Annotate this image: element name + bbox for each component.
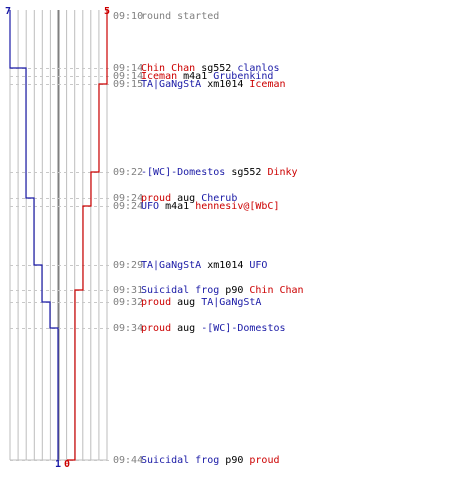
event-segment: p90 (219, 285, 249, 296)
event-description: round started (141, 11, 219, 22)
red-end-label: 0 (64, 459, 70, 470)
event-segment: proud (141, 323, 171, 334)
event-description: Suicidal frog p90 proud (141, 455, 280, 466)
event-time: 09:22 (113, 167, 143, 178)
event-segment: m4a1 (159, 201, 195, 212)
event-description: Iceman m4a1 Grubenkind (141, 71, 273, 82)
event-time: 09:31 (113, 285, 143, 296)
event-segment: proud (141, 297, 171, 308)
event-time: 09:14 (113, 71, 143, 82)
event-segment: Suicidal frog (141, 455, 219, 466)
event-description: Chin Chan sg552 clanlos (141, 63, 280, 74)
event-segment: UFO (141, 201, 159, 212)
series-lines (9, 10, 108, 461)
blue-team-line (9, 10, 59, 460)
event-description: -[WC]-Domestos sg552 Dinky (141, 167, 298, 178)
event-segment: aug (171, 297, 201, 308)
event-segment: proud (141, 193, 171, 204)
event-segment: Cherub (201, 193, 237, 204)
event-segment: TA|GaNgStA (141, 260, 201, 271)
event-segment: Dinky (267, 167, 297, 178)
event-segment: proud (249, 455, 279, 466)
event-segment: aug (171, 193, 201, 204)
event-time: 09:29 (113, 260, 143, 271)
event-segment: sg552 (195, 63, 237, 74)
event-segment: TA|GaNgStA (141, 79, 201, 90)
team-count-labels: 7 5 1 0 (5, 6, 110, 470)
event-segment: Iceman (249, 79, 285, 90)
event-segment: TA|GaNgStA (201, 297, 261, 308)
event-segment: UFO (249, 260, 267, 271)
event-segment: -[WC]-Domestos (141, 167, 225, 178)
event-segment: round started (141, 11, 219, 22)
event-segment: Chin Chan (249, 285, 303, 296)
event-time: 09:10 (113, 11, 143, 22)
event-guide-lines (10, 68, 110, 461)
event-description: UFO m4a1 hennesiv@[WbC] (141, 201, 279, 212)
red-team-line (67, 10, 108, 461)
blue-end-label: 1 (55, 459, 61, 470)
event-segment: m4a1 (177, 71, 213, 82)
event-description: proud aug -[WC]-Domestos (141, 323, 286, 334)
event-description: proud aug Cherub (141, 193, 237, 204)
event-segment: sg552 (225, 167, 267, 178)
event-description: Suicidal frog p90 Chin Chan (141, 285, 304, 296)
event-time: 09:14 (113, 63, 143, 74)
event-segment: aug (171, 323, 201, 334)
event-description: TA|GaNgStA xm1014 Iceman (141, 79, 286, 90)
event-segment: Iceman (141, 71, 177, 82)
event-segment: xm1014 (201, 79, 249, 90)
event-time: 09:34 (113, 323, 143, 334)
event-segment: Chin Chan (141, 63, 195, 74)
event-time: 09:24 (113, 201, 143, 212)
event-description: proud aug TA|GaNgStA (141, 297, 261, 308)
event-description: TA|GaNgStA xm1014 UFO (141, 260, 267, 271)
event-segment: p90 (219, 455, 249, 466)
blue-start-label: 7 (5, 6, 11, 17)
event-time: 09:24 (113, 193, 143, 204)
event-segment: Grubenkind (213, 71, 273, 82)
event-segment: xm1014 (201, 260, 249, 271)
event-time: 09:15 (113, 79, 143, 90)
event-segment: Suicidal frog (141, 285, 219, 296)
event-time: 09:32 (113, 297, 143, 308)
event-segment: -[WC]-Domestos (201, 323, 285, 334)
event-segment: hennesiv@[WbC] (195, 201, 279, 212)
event-segment: clanlos (237, 63, 279, 74)
red-start-label: 5 (104, 6, 110, 17)
event-time: 09:44 (113, 455, 143, 466)
